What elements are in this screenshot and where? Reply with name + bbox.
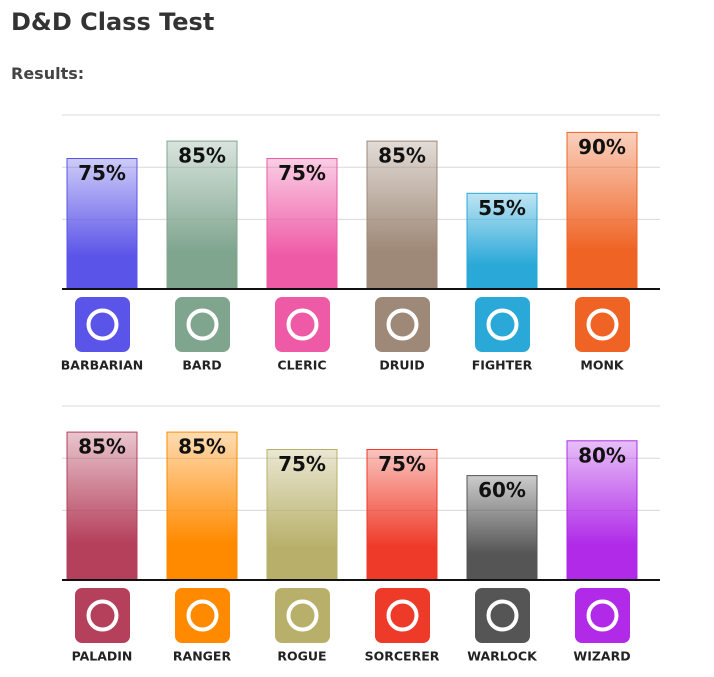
bar bbox=[566, 131, 638, 290]
class-icon bbox=[75, 588, 130, 643]
class-icon-glyph bbox=[586, 599, 619, 632]
category-label: SORCERER bbox=[365, 649, 440, 664]
class-icon bbox=[75, 297, 130, 352]
bar bbox=[466, 192, 538, 290]
class-icon-glyph bbox=[286, 308, 319, 341]
value-label: 75% bbox=[278, 452, 326, 476]
value-label: 85% bbox=[178, 435, 226, 459]
class-icon-glyph bbox=[286, 599, 319, 632]
bar bbox=[166, 431, 238, 581]
class-icon bbox=[475, 588, 530, 643]
class-icon-glyph bbox=[186, 599, 219, 632]
class-icon-glyph bbox=[586, 308, 619, 341]
class-icon-glyph bbox=[386, 308, 419, 341]
value-label: 60% bbox=[478, 478, 526, 502]
category-label: FIGHTER bbox=[472, 358, 533, 373]
results-heading: Results: bbox=[11, 64, 85, 83]
category-label: ROGUE bbox=[277, 649, 326, 664]
class-icon bbox=[275, 297, 330, 352]
category-label: PALADIN bbox=[72, 649, 133, 664]
class-icon-glyph bbox=[86, 308, 119, 341]
bar bbox=[266, 158, 338, 290]
page-title: D&D Class Test bbox=[11, 8, 215, 36]
value-label: 85% bbox=[378, 144, 426, 168]
class-icon bbox=[275, 588, 330, 643]
category-label: BARD bbox=[182, 358, 221, 373]
class-icon-glyph bbox=[486, 599, 519, 632]
value-label: 80% bbox=[578, 443, 626, 467]
class-icon bbox=[175, 588, 230, 643]
category-label: RANGER bbox=[173, 649, 232, 664]
category-label: CLERIC bbox=[277, 358, 326, 373]
class-icon bbox=[175, 297, 230, 352]
category-label: MONK bbox=[580, 358, 625, 373]
category-label: BARBARIAN bbox=[61, 358, 143, 373]
value-label: 55% bbox=[478, 196, 526, 220]
class-icon bbox=[575, 297, 630, 352]
bar bbox=[366, 449, 438, 581]
category-label: WIZARD bbox=[573, 649, 630, 664]
bar bbox=[266, 449, 338, 581]
bar bbox=[66, 431, 138, 581]
bar bbox=[466, 475, 538, 581]
class-icon bbox=[375, 588, 430, 643]
category-label: DRUID bbox=[379, 358, 424, 373]
class-icon-glyph bbox=[486, 308, 519, 341]
class-icon-glyph bbox=[86, 599, 119, 632]
class-icon-glyph bbox=[386, 599, 419, 632]
value-label: 75% bbox=[278, 161, 326, 185]
value-label: 90% bbox=[578, 135, 626, 159]
class-icon bbox=[575, 588, 630, 643]
value-label: 85% bbox=[178, 144, 226, 168]
bar bbox=[66, 158, 138, 290]
class-icon bbox=[475, 297, 530, 352]
class-icon bbox=[375, 297, 430, 352]
value-label: 75% bbox=[378, 452, 426, 476]
value-label: 75% bbox=[78, 161, 126, 185]
category-label: WARLOCK bbox=[467, 649, 538, 664]
bar bbox=[566, 440, 638, 581]
value-label: 85% bbox=[78, 435, 126, 459]
class-icon-glyph bbox=[186, 308, 219, 341]
